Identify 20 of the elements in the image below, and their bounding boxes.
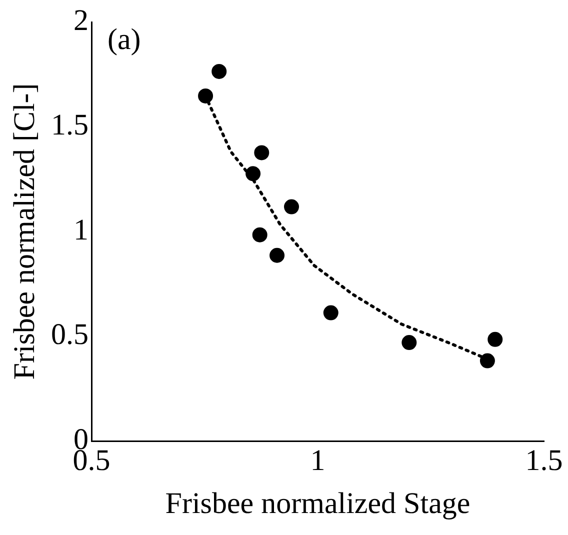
- y-tick-label: 0.5: [51, 318, 88, 352]
- point: [246, 166, 261, 182]
- point: [252, 227, 268, 242]
- point: [480, 353, 495, 368]
- y-tick-label: 2: [74, 4, 88, 37]
- annotation: (a): [108, 22, 141, 56]
- point: [402, 335, 417, 350]
- point: [323, 305, 338, 320]
- x-axis-title: Frisbee normalized Stage: [165, 486, 470, 520]
- y-tick-label: 1: [74, 213, 88, 246]
- point: [254, 145, 270, 160]
- x-tick-label: 1.5: [525, 444, 563, 477]
- y-axis-title: Frisbee normalized [Cl-]: [8, 83, 41, 380]
- point: [270, 248, 285, 263]
- point: [284, 199, 300, 214]
- point: [488, 332, 503, 347]
- x-tick-label: 1: [310, 444, 326, 477]
- point: [212, 64, 227, 79]
- point: [198, 88, 214, 104]
- y-tick-label: 1.5: [51, 108, 88, 142]
